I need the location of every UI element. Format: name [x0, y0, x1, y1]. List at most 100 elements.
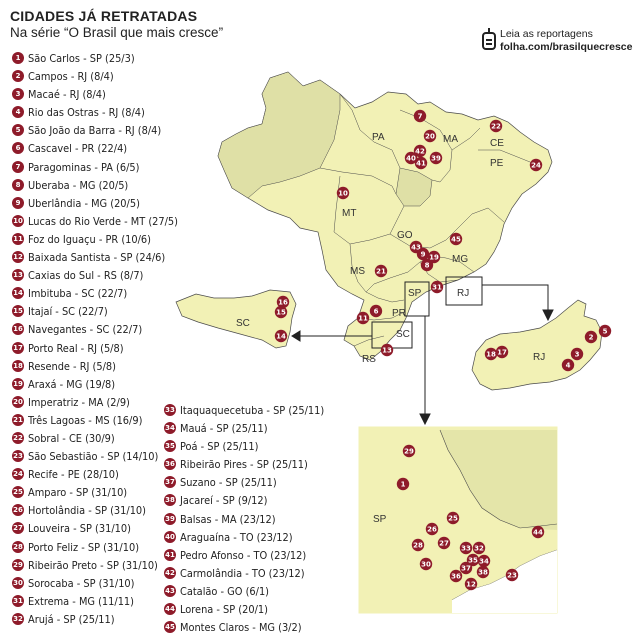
state-label-sc: SC: [396, 329, 410, 340]
inset-label-rj: RJ: [533, 352, 545, 363]
city-number-marker: 16: [12, 323, 24, 336]
city-list-item: 9 Uberlândia - MG (20/5): [12, 196, 178, 215]
city-list-item: 2 Campos - RJ (8/4): [12, 70, 178, 88]
city-marker: [570, 347, 584, 361]
city-label: Porto Feliz - SP (31/10): [28, 540, 140, 554]
city-number-marker: 27: [12, 522, 24, 535]
city-marker-number: 45: [451, 236, 461, 244]
city-marker: [402, 444, 416, 458]
city-number-marker: 18: [12, 359, 24, 372]
city-list-item: 7 Paragominas - PA (6/5): [12, 160, 178, 179]
city-number-marker: 5: [12, 124, 24, 137]
city-marker-number: 25: [448, 515, 458, 523]
city-number-marker: 17: [12, 341, 24, 354]
city-marker: [505, 568, 519, 582]
page-title: CIDADES JÁ RETRATADAS: [10, 8, 198, 24]
state-label-pe: PE: [490, 158, 504, 169]
inset-label-sc: SC: [236, 318, 250, 329]
city-marker: [459, 541, 473, 555]
city-marker-number: 24: [531, 162, 541, 170]
city-marker: [484, 347, 498, 361]
city-list-item: 11 Foz do Iguaçu - PR (10/6): [12, 232, 178, 251]
city-marker: [413, 144, 427, 158]
city-list-item: 13 Caxias do Sul - RS (8/7): [12, 269, 178, 287]
city-number-marker: 6: [12, 142, 24, 155]
city-label: Sobral - CE (30/9): [28, 431, 115, 445]
rj-inset-shape: [471, 299, 603, 391]
read-reports-link[interactable]: Leia as reportagens folha.com/brasilquec…: [480, 27, 633, 55]
city-label: Uberaba - MG (20/5): [28, 178, 129, 192]
city-list-item: 21 Três Lagoas - MS (16/9): [12, 413, 178, 432]
city-marker: [411, 538, 425, 552]
city-label: Hortolândia - SP (31/10): [28, 504, 146, 518]
city-list-item: 5 São João da Barra - RJ (8/4): [12, 124, 178, 142]
city-number-marker: 4: [12, 106, 24, 119]
city-label: Paragominas - PA (6/5): [28, 160, 140, 174]
city-marker-number: 21: [376, 268, 386, 276]
city-label: Sorocaba - SP (31/10): [28, 576, 135, 590]
inset-label-sp: SP: [373, 514, 387, 525]
city-list-item: 23 São Sebastião - SP (14/10): [12, 450, 178, 468]
state-label-go: GO: [397, 230, 413, 241]
city-list-item: 41 Pedro Afonso - TO (23/12): [164, 548, 324, 567]
city-marker-number: 6: [374, 308, 379, 316]
city-number-marker: 35: [164, 440, 176, 453]
city-marker-number: 29: [404, 448, 414, 456]
city-label: Caxias do Sul - RS (8/7): [28, 269, 144, 283]
city-label: Resende - RJ (5/8): [28, 359, 116, 373]
city-list-item: 25 Amparo - SP (31/10): [12, 486, 178, 504]
city-marker-number: 26: [427, 526, 437, 534]
city-list-item: 16 Navegantes - SC (22/7): [12, 323, 178, 341]
city-label: Campos - RJ (8/4): [28, 70, 114, 84]
city-marker: [529, 158, 543, 172]
city-list-item: 26 Hortolândia - SP (31/10): [12, 504, 178, 522]
city-label: Catalão - GO (6/1): [180, 584, 269, 598]
city-list-item: 28 Porto Feliz - SP (31/10): [12, 540, 178, 559]
reader-icon: [482, 28, 496, 50]
link-url[interactable]: folha.com/brasilquecresce: [500, 41, 633, 53]
city-list-item: 15 Itajaí - SC (22/7): [12, 305, 178, 323]
region-to: [395, 167, 433, 207]
city-number-marker: 21: [12, 413, 24, 426]
page-subtitle: Na série “O Brasil que mais cresce”: [10, 25, 224, 40]
city-list-item: 20 Imperatriz - MA (2/9): [12, 395, 178, 414]
city-label: Imbituba - SC (22/7): [28, 287, 128, 301]
city-label: Araguaína - TO (23/12): [180, 530, 293, 544]
city-label: São Carlos - SP (25/3): [28, 52, 135, 65]
city-marker-number: 12: [466, 581, 476, 589]
city-label: Carmolândia - TO (23/12): [180, 566, 305, 580]
city-list-item: 27 Louveira - SP (31/10): [12, 522, 178, 540]
city-list-item: 29 Ribeirão Preto - SP (31/10): [12, 558, 178, 577]
city-marker-number: 33: [461, 545, 471, 553]
city-marker: [356, 311, 370, 325]
city-marker-number: 18: [486, 351, 496, 359]
city-number-marker: 26: [12, 504, 24, 517]
city-list-item: 45 Montes Claros - MG (3/2): [164, 621, 324, 639]
state-label-rj: RJ: [457, 288, 469, 299]
city-number-marker: 29: [12, 558, 24, 571]
city-marker-number: 32: [474, 545, 484, 553]
city-marker-number: 19: [429, 254, 439, 262]
city-marker: [466, 553, 480, 567]
city-marker-number: 1: [401, 481, 406, 489]
city-label: Itaquaquecetuba - SP (25/11): [180, 404, 325, 417]
city-number-marker: 20: [12, 395, 24, 408]
city-list-item: 17 Porto Real - RJ (5/8): [12, 341, 178, 360]
city-list-item: 35 Poá - SP (25/11): [164, 440, 324, 458]
city-marker-number: 30: [421, 561, 431, 569]
city-label: Uberlândia - MG (20/5): [28, 196, 140, 210]
city-marker: [369, 304, 383, 318]
city-marker: [531, 525, 545, 539]
city-label: Arujá - SP (25/11): [28, 612, 115, 626]
city-marker-number: 11: [358, 315, 368, 323]
city-list-item: 4 Rio das Ostras - RJ (8/4): [12, 106, 178, 124]
city-number-marker: 19: [12, 377, 24, 390]
city-label: Porto Real - RJ (5/8): [28, 341, 124, 355]
city-marker-number: 34: [479, 558, 489, 566]
city-number-marker: 12: [12, 251, 24, 264]
city-marker: [584, 330, 598, 344]
city-marker-number: 28: [413, 542, 423, 550]
city-label: Ribeirão Preto - SP (31/10): [28, 558, 158, 572]
sc-inset-shape: [175, 289, 297, 349]
city-list-item: 36 Ribeirão Pires - SP (25/11): [164, 458, 324, 476]
